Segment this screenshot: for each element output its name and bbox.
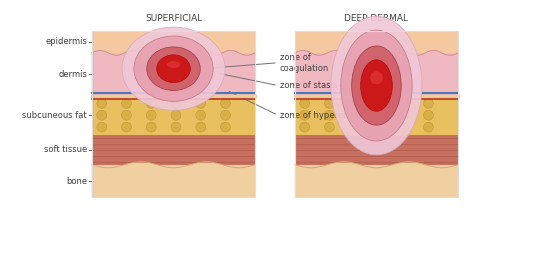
Circle shape <box>221 98 230 108</box>
Bar <box>92 31 255 197</box>
Circle shape <box>300 98 310 108</box>
Circle shape <box>324 122 334 132</box>
Circle shape <box>146 122 156 132</box>
Text: subcuneous fat: subcuneous fat <box>22 111 87 120</box>
Ellipse shape <box>157 55 191 83</box>
Bar <box>92 95 255 135</box>
Bar <box>92 53 255 95</box>
Text: epidermis: epidermis <box>45 38 87 46</box>
Circle shape <box>221 110 230 120</box>
Circle shape <box>171 122 181 132</box>
Text: bone: bone <box>66 177 87 186</box>
Bar <box>92 31 255 53</box>
Circle shape <box>97 122 106 132</box>
Circle shape <box>171 98 181 108</box>
Circle shape <box>146 98 156 108</box>
Circle shape <box>122 110 132 120</box>
Circle shape <box>171 110 181 120</box>
Text: dermis: dermis <box>58 70 87 79</box>
Text: zone of
coagulation: zone of coagulation <box>280 53 329 73</box>
Bar <box>92 165 255 197</box>
Circle shape <box>196 98 206 108</box>
Bar <box>295 135 458 165</box>
Ellipse shape <box>352 46 401 125</box>
Circle shape <box>424 98 434 108</box>
Circle shape <box>300 110 310 120</box>
Circle shape <box>349 122 359 132</box>
Ellipse shape <box>167 61 180 68</box>
Circle shape <box>399 98 408 108</box>
Ellipse shape <box>134 36 213 101</box>
Circle shape <box>146 110 156 120</box>
Circle shape <box>324 98 334 108</box>
Circle shape <box>349 98 359 108</box>
Text: SUPERFICIAL: SUPERFICIAL <box>145 14 202 23</box>
Bar <box>92 135 255 165</box>
Circle shape <box>196 110 206 120</box>
Circle shape <box>374 98 384 108</box>
Bar <box>295 165 458 197</box>
Ellipse shape <box>147 47 200 91</box>
Circle shape <box>349 110 359 120</box>
Bar <box>295 53 458 95</box>
Circle shape <box>122 98 132 108</box>
Text: DEEP DERMAL: DEEP DERMAL <box>345 14 408 23</box>
Ellipse shape <box>331 16 422 155</box>
Text: zone of stasis: zone of stasis <box>280 81 337 90</box>
Circle shape <box>196 122 206 132</box>
Bar <box>295 31 458 53</box>
Text: zone of hyperemia: zone of hyperemia <box>280 111 359 120</box>
Circle shape <box>97 110 106 120</box>
Circle shape <box>300 122 310 132</box>
Circle shape <box>97 98 106 108</box>
Circle shape <box>424 110 434 120</box>
Circle shape <box>399 110 408 120</box>
Bar <box>295 95 458 135</box>
Text: soft tissue: soft tissue <box>44 145 87 154</box>
Circle shape <box>122 122 132 132</box>
Circle shape <box>324 110 334 120</box>
Ellipse shape <box>341 30 412 141</box>
Circle shape <box>374 110 384 120</box>
Circle shape <box>424 122 434 132</box>
Circle shape <box>221 122 230 132</box>
Ellipse shape <box>122 27 225 110</box>
Ellipse shape <box>360 60 392 111</box>
Ellipse shape <box>370 71 383 84</box>
Circle shape <box>374 122 384 132</box>
Circle shape <box>399 122 408 132</box>
Bar <box>295 31 458 197</box>
